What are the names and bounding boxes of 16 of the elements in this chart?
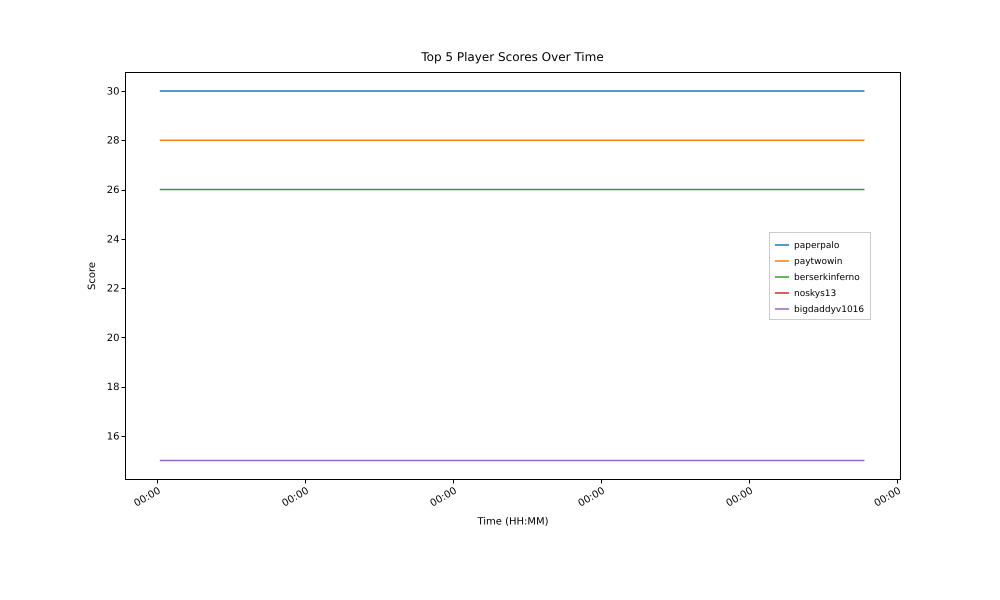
y-tick-label: 24 [106,234,120,246]
y-tick-label: 26 [106,185,120,196]
legend-label: bigdaddyv1016 [794,305,864,315]
y-tick-label: 28 [106,136,120,147]
legend-label: noskys13 [794,289,836,299]
y-axis-title: Score [86,262,98,290]
y-tick-label: 30 [106,86,120,98]
y-tick-label: 20 [106,332,120,344]
chart-title: Top 5 Player Scores Over Time [420,50,604,64]
legend-label: berserkinferno [794,273,860,283]
legend-label: paytwowin [794,257,843,267]
x-axis-title: Time (HH:MM) [476,516,549,528]
y-tick-label: 22 [106,284,120,295]
y-tick-label: 18 [106,382,120,394]
y-tick-label: 16 [106,431,120,442]
legend-label: paperpalo [794,241,840,251]
